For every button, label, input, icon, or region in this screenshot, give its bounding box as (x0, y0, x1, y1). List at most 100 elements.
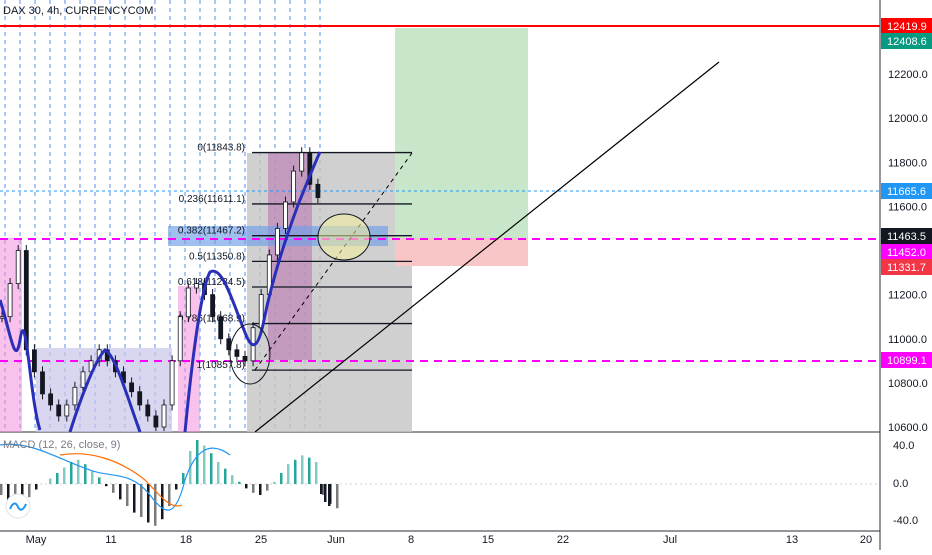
price-badge-label: 11463.5 (887, 231, 926, 243)
fib-level-label: 0.5(11350.8) (189, 251, 245, 262)
macd-bar (224, 468, 227, 484)
fib-retracement[interactable]: 0(11843.8) 0.236(11611.1) 0.382(11467.2) 0.… (178, 143, 412, 372)
price-badge (881, 33, 932, 49)
time-tick-label: 18 (180, 534, 192, 546)
price-tick-label: 10600.0 (888, 422, 928, 434)
price-tick-label: 12000.0 (888, 113, 928, 125)
macd-bar (70, 462, 73, 484)
macd-pane[interactable] (0, 433, 880, 531)
candle-body (80, 371, 86, 388)
fib-level-label: 0.382(11467.2) (178, 226, 245, 237)
macd-tick-label: -40.0 (893, 515, 918, 527)
fib-level-label: 0.236(11611.1) (179, 194, 245, 205)
macd-bar (63, 467, 66, 484)
time-tick-label: May (26, 534, 47, 546)
candle-body (274, 228, 280, 256)
price-tick-label: 11800.0 (888, 157, 927, 169)
price-badge-label: 11452.0 (887, 247, 926, 259)
macd-bar (245, 484, 248, 489)
candle-body (177, 316, 183, 362)
price-tick-label: 11200.0 (888, 290, 927, 302)
candle-body (56, 404, 62, 417)
candle-body (48, 393, 53, 406)
macd-tick-label: 0.0 (893, 478, 908, 490)
candle-body (64, 404, 70, 417)
candle-body (161, 404, 167, 428)
time-tick-label: 13 (786, 534, 798, 546)
time-tick-label: Jun (327, 534, 345, 546)
macd-bar (84, 464, 87, 484)
macd-bar (35, 484, 38, 490)
macd-bar (280, 473, 283, 484)
macd-bar (126, 484, 129, 506)
macd-bar (273, 481, 276, 484)
macd-bar (0, 484, 3, 495)
bottom-ellipse[interactable] (229, 323, 271, 385)
macd-bar (294, 459, 297, 484)
time-tick-label: 11 (105, 534, 116, 546)
macd-axis-ticks: 40.0 0.0 -40.0 (893, 440, 918, 527)
candle-body (7, 283, 13, 318)
fib-level-label: 0.618(11234.5) (178, 277, 245, 288)
time-tick-label: 8 (408, 534, 414, 546)
macd-bar (56, 473, 59, 484)
macd-bar (175, 484, 178, 490)
macd-bar (203, 445, 206, 484)
macd-bar (259, 484, 262, 495)
macd-bar (112, 484, 115, 493)
price-badge (881, 18, 932, 34)
candle-body (137, 391, 143, 406)
candle-body (185, 287, 191, 318)
candle-body (193, 283, 199, 289)
macd-bar (328, 484, 331, 506)
candle-body (0, 316, 5, 319)
macd-bar (238, 481, 241, 484)
price-badge-label: 12408.6 (887, 36, 927, 48)
trend-line[interactable] (254, 61, 720, 433)
macd-bar (287, 464, 290, 484)
macd-bar (49, 478, 52, 484)
fib-level-label: 0(11843.8) (197, 143, 245, 154)
macd-bar (161, 484, 164, 520)
moving-average-line (0, 151, 322, 433)
price-tick-label: 12200.0 (888, 69, 928, 81)
macd-bar (210, 453, 213, 484)
candle-body (242, 355, 248, 362)
macd-bar (91, 470, 94, 484)
highlight-ellipse[interactable] (317, 213, 371, 261)
price-badge-label: 11331.7 (887, 262, 926, 274)
macd-bar (320, 484, 323, 494)
macd-bar (28, 484, 31, 498)
macd-histogram (0, 440, 339, 526)
take-profit-zone[interactable] (395, 28, 528, 238)
time-axis-ticks: May 11 18 25 Jun 8 15 22 Jul 13 20 (26, 534, 873, 546)
price-badge (881, 259, 932, 275)
macd-bar (119, 484, 122, 500)
macd-bar (252, 484, 255, 493)
price-badge (881, 183, 932, 199)
price-tick-label: 10800.0 (888, 378, 928, 390)
macd-bar (140, 484, 143, 517)
price-badge (881, 352, 932, 368)
macd-indicator-label[interactable]: MACD (12, 26, close, 9) (3, 439, 121, 451)
macd-bar (105, 484, 108, 487)
candle-body (40, 371, 45, 395)
candle-body (299, 152, 305, 172)
macd-bar (324, 484, 327, 502)
candle-body (145, 404, 151, 417)
macd-bar (336, 484, 339, 509)
macd-bar (21, 484, 24, 504)
candle-body (291, 170, 297, 203)
stop-loss-zone[interactable] (395, 238, 528, 266)
candlesticks (0, 147, 321, 431)
macd-bar (266, 484, 269, 491)
macd-bar (147, 484, 150, 523)
price-axis-badges: 12419.9 12408.6 11665.6 11463.5 11452.0 11331… (881, 18, 932, 368)
candle-body (283, 201, 288, 229)
time-tick-label: Jul (663, 534, 677, 546)
macd-bar (133, 484, 136, 513)
candle-body (210, 294, 216, 318)
macd-bar (217, 462, 220, 484)
